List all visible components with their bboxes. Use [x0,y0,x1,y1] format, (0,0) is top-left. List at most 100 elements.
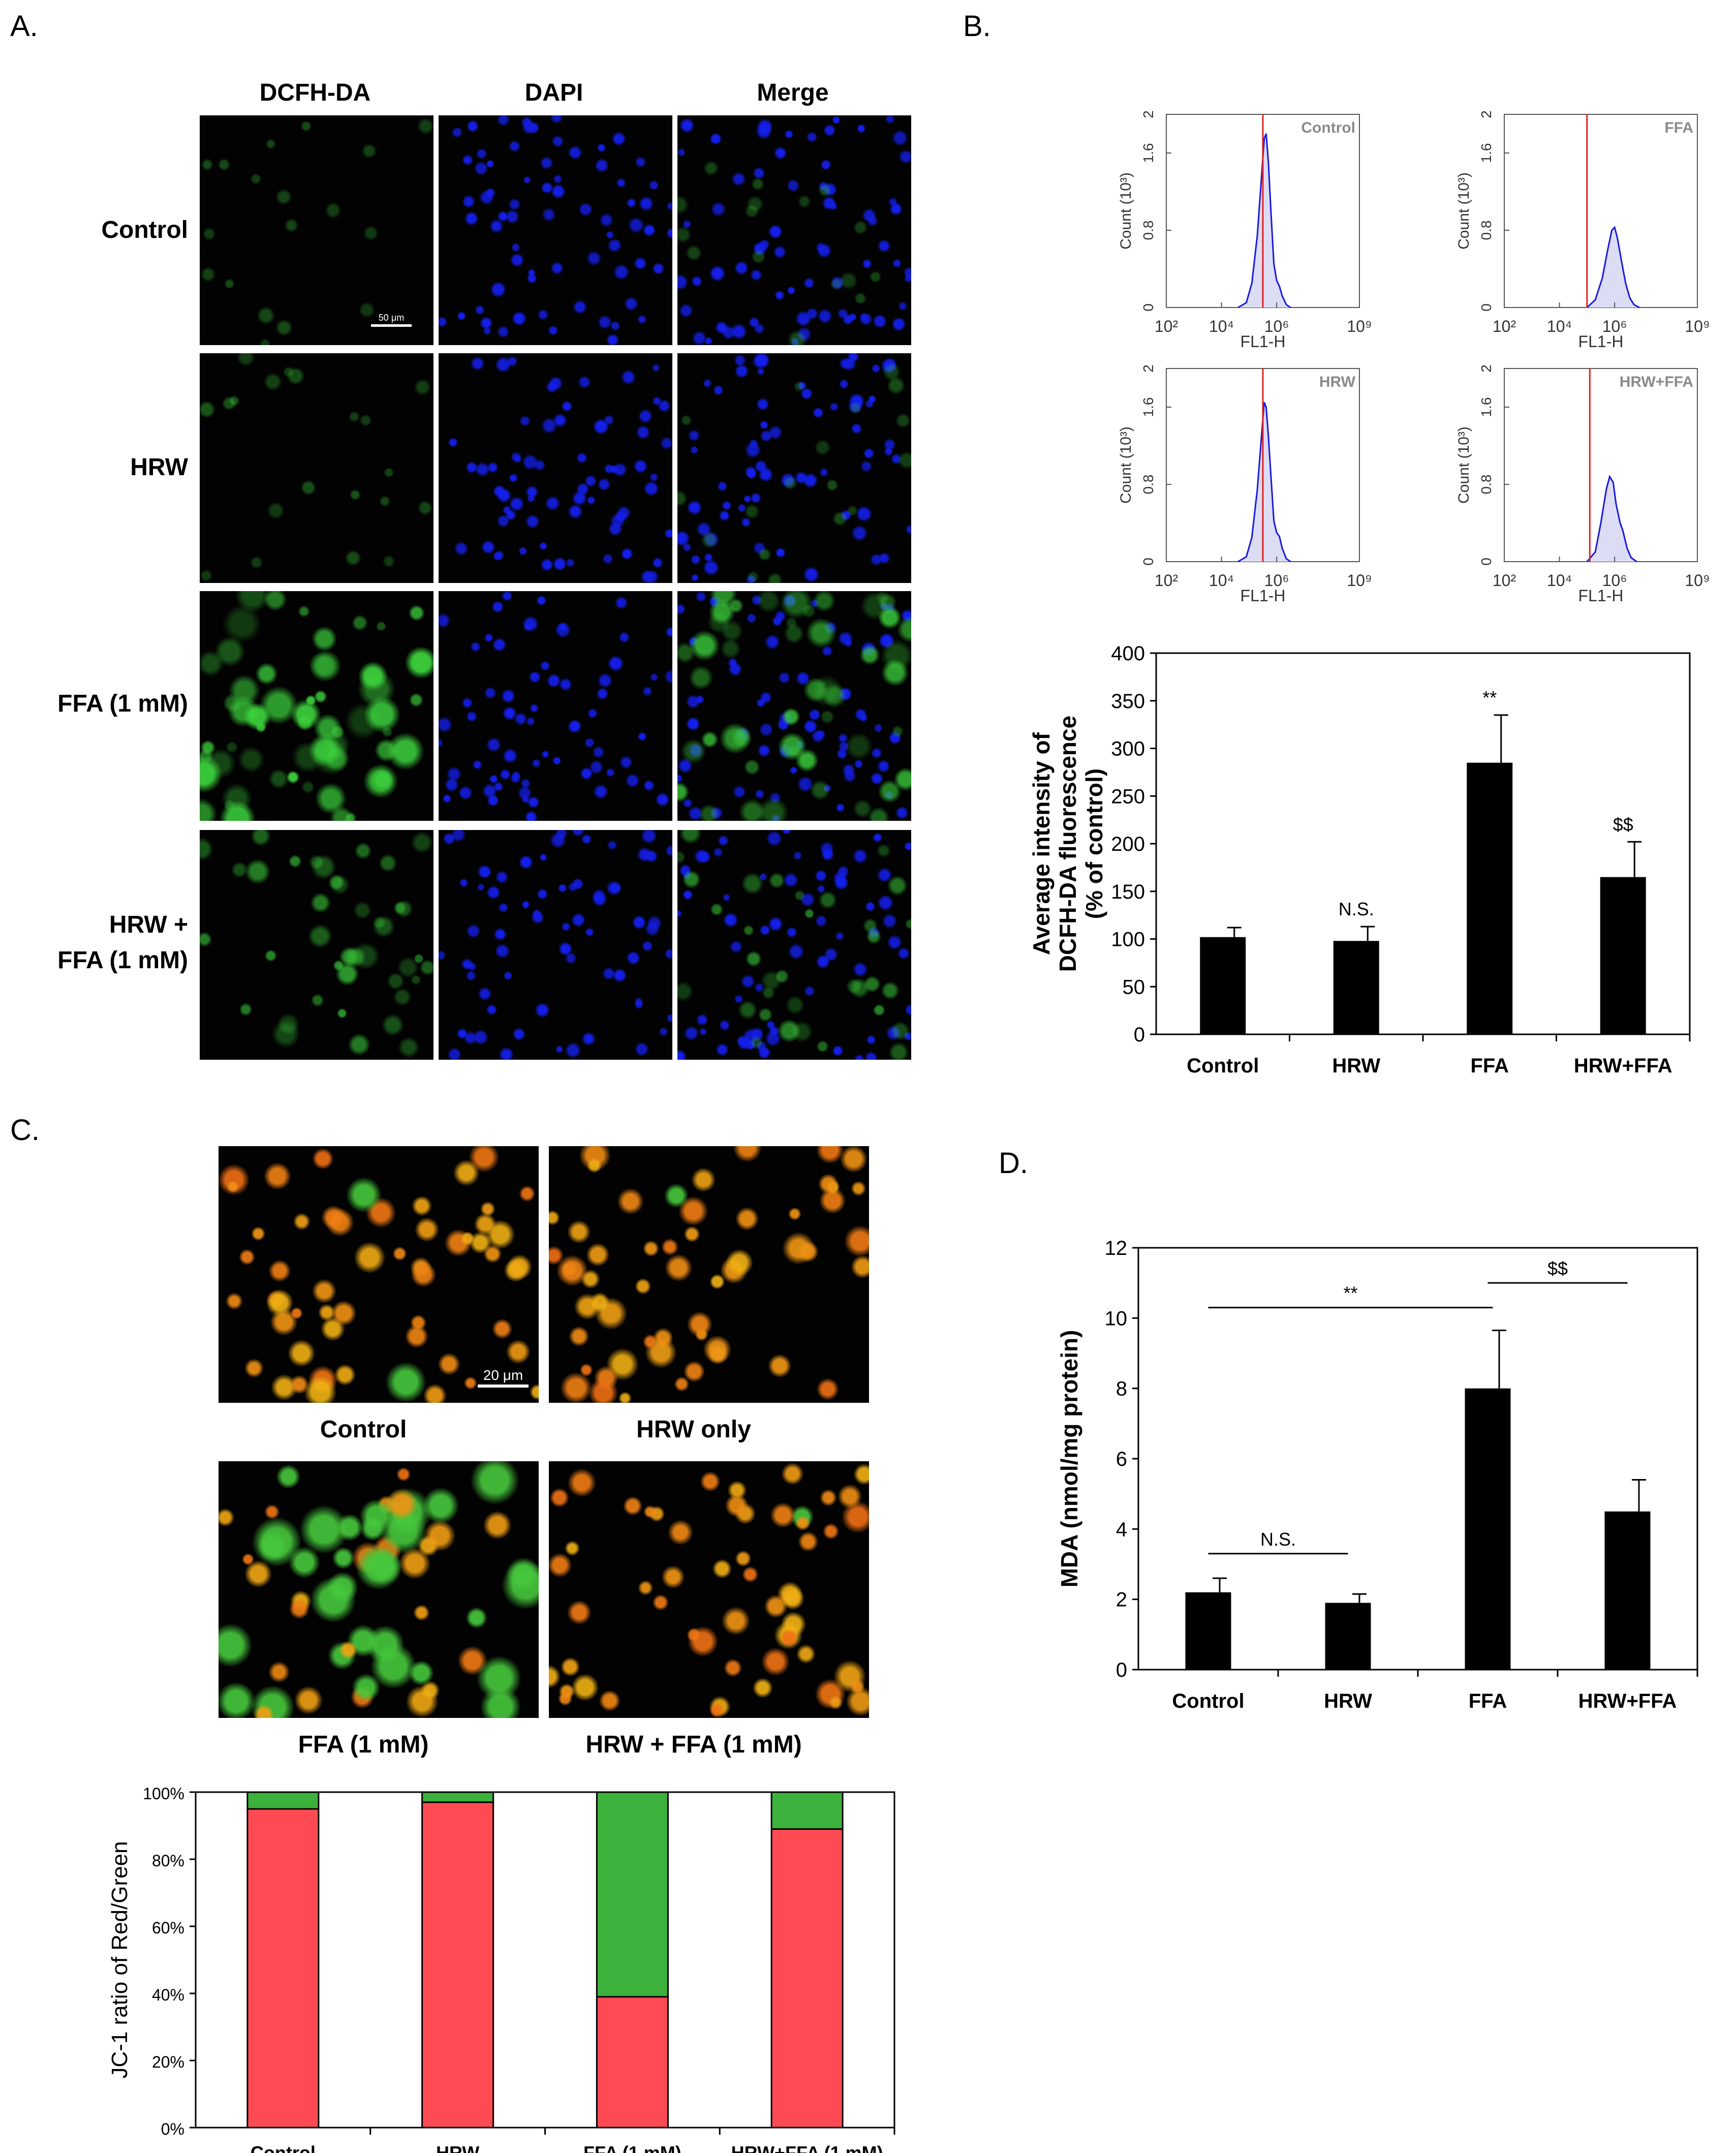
bar-segment-hrw-red [421,1801,494,2129]
y-tick-label: 2 [1478,110,1494,118]
y-tick-label: 0 [1478,558,1494,566]
x-tick-label: 10⁹ [1347,571,1372,590]
y-tick-label: 20% [152,2053,184,2071]
flow-histograms: Control 10² 10⁴ 10⁶ 10⁹ 0 0.8 1.6 2 FL1-H Count (1… [1118,110,1710,605]
y-tick-label: 0.8 [1478,475,1494,495]
histogram-frame [1504,114,1698,308]
y-axis-label: Count (10³) [1455,426,1472,504]
micrograph-hrw-merge [677,353,911,583]
histogram-fill [1238,402,1291,562]
histogram-fill [1587,476,1637,562]
bar-hrw-ffa [1600,877,1646,1034]
histogram-title: FFA [1664,119,1693,136]
scale-bar-c-label: 20 μm [483,1367,523,1383]
x-tick-label: 10² [1155,317,1179,335]
x-tick-label: 10⁴ [1209,317,1234,335]
row-label-control: Control [101,217,188,243]
y-axis-label: Count (10³) [1118,172,1134,250]
mda-bar-plot: 0 2 4 6 8 10 12 Control HRW FFA HRW+FFA N.S. ** $$ MDA… [1056,1237,1698,1712]
y-tick-label: 2 [1140,364,1156,373]
significance-hrw-ffa: $$ [1613,814,1633,835]
y-axis-label: Count (10³) [1118,426,1134,504]
bar-segment-hrw-ffa-1-mm-red [770,1828,844,2129]
jc1-micrograph-hrw-only [549,1146,869,1403]
y-tick-label: 0.8 [1140,475,1156,495]
jc1-micrograph-hrw-ffa [549,1461,869,1718]
x-tick-label-hrw-ffa: HRW+FFA [1578,1690,1677,1712]
y-axis-label: Count (10³) [1455,172,1472,250]
x-tick-label-hrw: HRW [1332,1055,1380,1077]
panel-letter-a: A. [10,10,38,43]
caption-hrw-ffa: HRW + FFA (1 mM) [585,1731,802,1758]
y-tick-label: 2 [1140,110,1156,118]
jc1-micrograph-control [219,1146,539,1403]
histogram-curve [1237,402,1291,563]
y-tick-label: 200 [1111,833,1145,855]
x-tick-label-hrw-ffa: HRW+FFA [1574,1055,1672,1077]
x-tick-label: 10⁶ [1264,317,1289,335]
jc1-stacked-plot: 0% 20% 40% 60% 80% 100% Control HRW FFA (1 mM) HR… [107,1785,895,2153]
caption-hrw-only: HRW only [636,1416,751,1443]
col-header-dapi: DAPI [524,79,583,106]
jc1-stacked-bar-chart: 0% 20% 40% 60% 80% 100% Control HRW FFA (1 mM) HR… [107,1785,895,2153]
bar-hrw [1333,941,1379,1034]
panel-b-figure: Control 10² 10⁴ 10⁶ 10⁹ 0 0.8 1.6 2 FL1-H Count (1… [1028,110,1710,1077]
x-tick-label-ffa-1-mm: FFA (1 mM) [583,2142,681,2153]
scale-bar-c-line [478,1385,529,1388]
y-tick-label: 0 [1478,303,1494,312]
x-tick-label: 10² [1493,571,1516,590]
dcfh-bar-plot: 0 50 100 150 200 250 300 350 400 Control N.S. HRW **… [1028,642,1691,1077]
bar-hrw [1325,1603,1371,1670]
x-tick-label: 10⁶ [1602,317,1627,335]
x-tick-label: 10⁶ [1264,571,1289,590]
micrograph-hrw-dcfh [200,353,433,583]
y-axis-label-line-3: (% of control) [1081,768,1107,919]
y-axis-label-line-2: DCFH-DA fluorescence [1055,716,1081,972]
y-tick-label: 0 [1140,303,1156,312]
y-tick-label: 0.8 [1140,221,1156,240]
bar-control [1200,937,1246,1034]
y-tick-label: 2 [1478,364,1494,373]
x-tick-label-control: Control [1187,1055,1259,1077]
bar-control [1185,1592,1231,1670]
significance-hrw: N.S. [1339,899,1374,919]
scale-bar-a-line [371,324,412,327]
y-tick-label: 150 [1111,881,1145,903]
histogram-fill [1238,134,1291,307]
histogram-curve [1237,133,1291,309]
micrograph-control-dcfh [200,115,433,345]
histogram-control: Control 10² 10⁴ 10⁶ 10⁹ 0 0.8 1.6 2 FL1-H Count (1… [1118,110,1372,351]
micrograph-control-dapi [439,115,672,345]
y-tick-label: 0 [1134,1024,1145,1046]
y-tick-label: 1.6 [1140,143,1156,163]
y-tick-label: 400 [1111,642,1145,665]
x-tick-label: 10⁴ [1209,571,1234,590]
bar-hrw-ffa [1604,1511,1651,1670]
scale-bar-a-label: 50 μm [378,313,405,323]
y-axis-label-line-1: MDA (nmol/mg protein) [1056,1330,1082,1588]
histogram-hrw: HRW 10² 10⁴ 10⁶ 10⁹ 0 0.8 1.6 2 FL1-H Count (10³) [1118,364,1372,605]
bar-segment-control-green [246,1791,320,1810]
x-tick-label: 10⁶ [1602,571,1627,590]
y-tick-label: 0.8 [1478,221,1494,240]
y-tick-label: 12 [1105,1237,1128,1259]
micrograph-hrw-dapi [439,353,672,583]
x-axis-label: FL1-H [1241,587,1286,605]
y-tick-label: 100% [143,1785,184,1803]
y-tick-label: 1.6 [1140,397,1156,417]
panel-letter-d: D. [999,1147,1028,1180]
y-axis-label-line-1: JC-1 ratio of Red/Green [107,1841,132,2078]
y-tick-label: 40% [152,1986,184,2004]
x-tick-label-control: Control [251,2142,316,2153]
bar-segment-control-red [246,1808,320,2129]
x-tick-label-ffa: FFA [1470,1055,1509,1077]
caption-ffa: FFA (1 mM) [298,1731,429,1758]
micrograph-control-merge [677,115,911,345]
micrograph-ffa-dcfh [200,591,433,821]
y-tick-label: 50 [1123,976,1145,998]
panel-letter-b: B. [963,10,991,43]
x-tick-label-hrw-ffa-1-mm: HRW+FFA (1 mM) [731,2142,883,2153]
y-tick-label: 2 [1116,1589,1127,1611]
histogram-hrw-ffa: HRW+FFA 10² 10⁴ 10⁶ 10⁹ 0 0.8 1.6 2 FL1-H Count (1… [1455,364,1710,605]
col-header-merge: Merge [757,79,829,106]
